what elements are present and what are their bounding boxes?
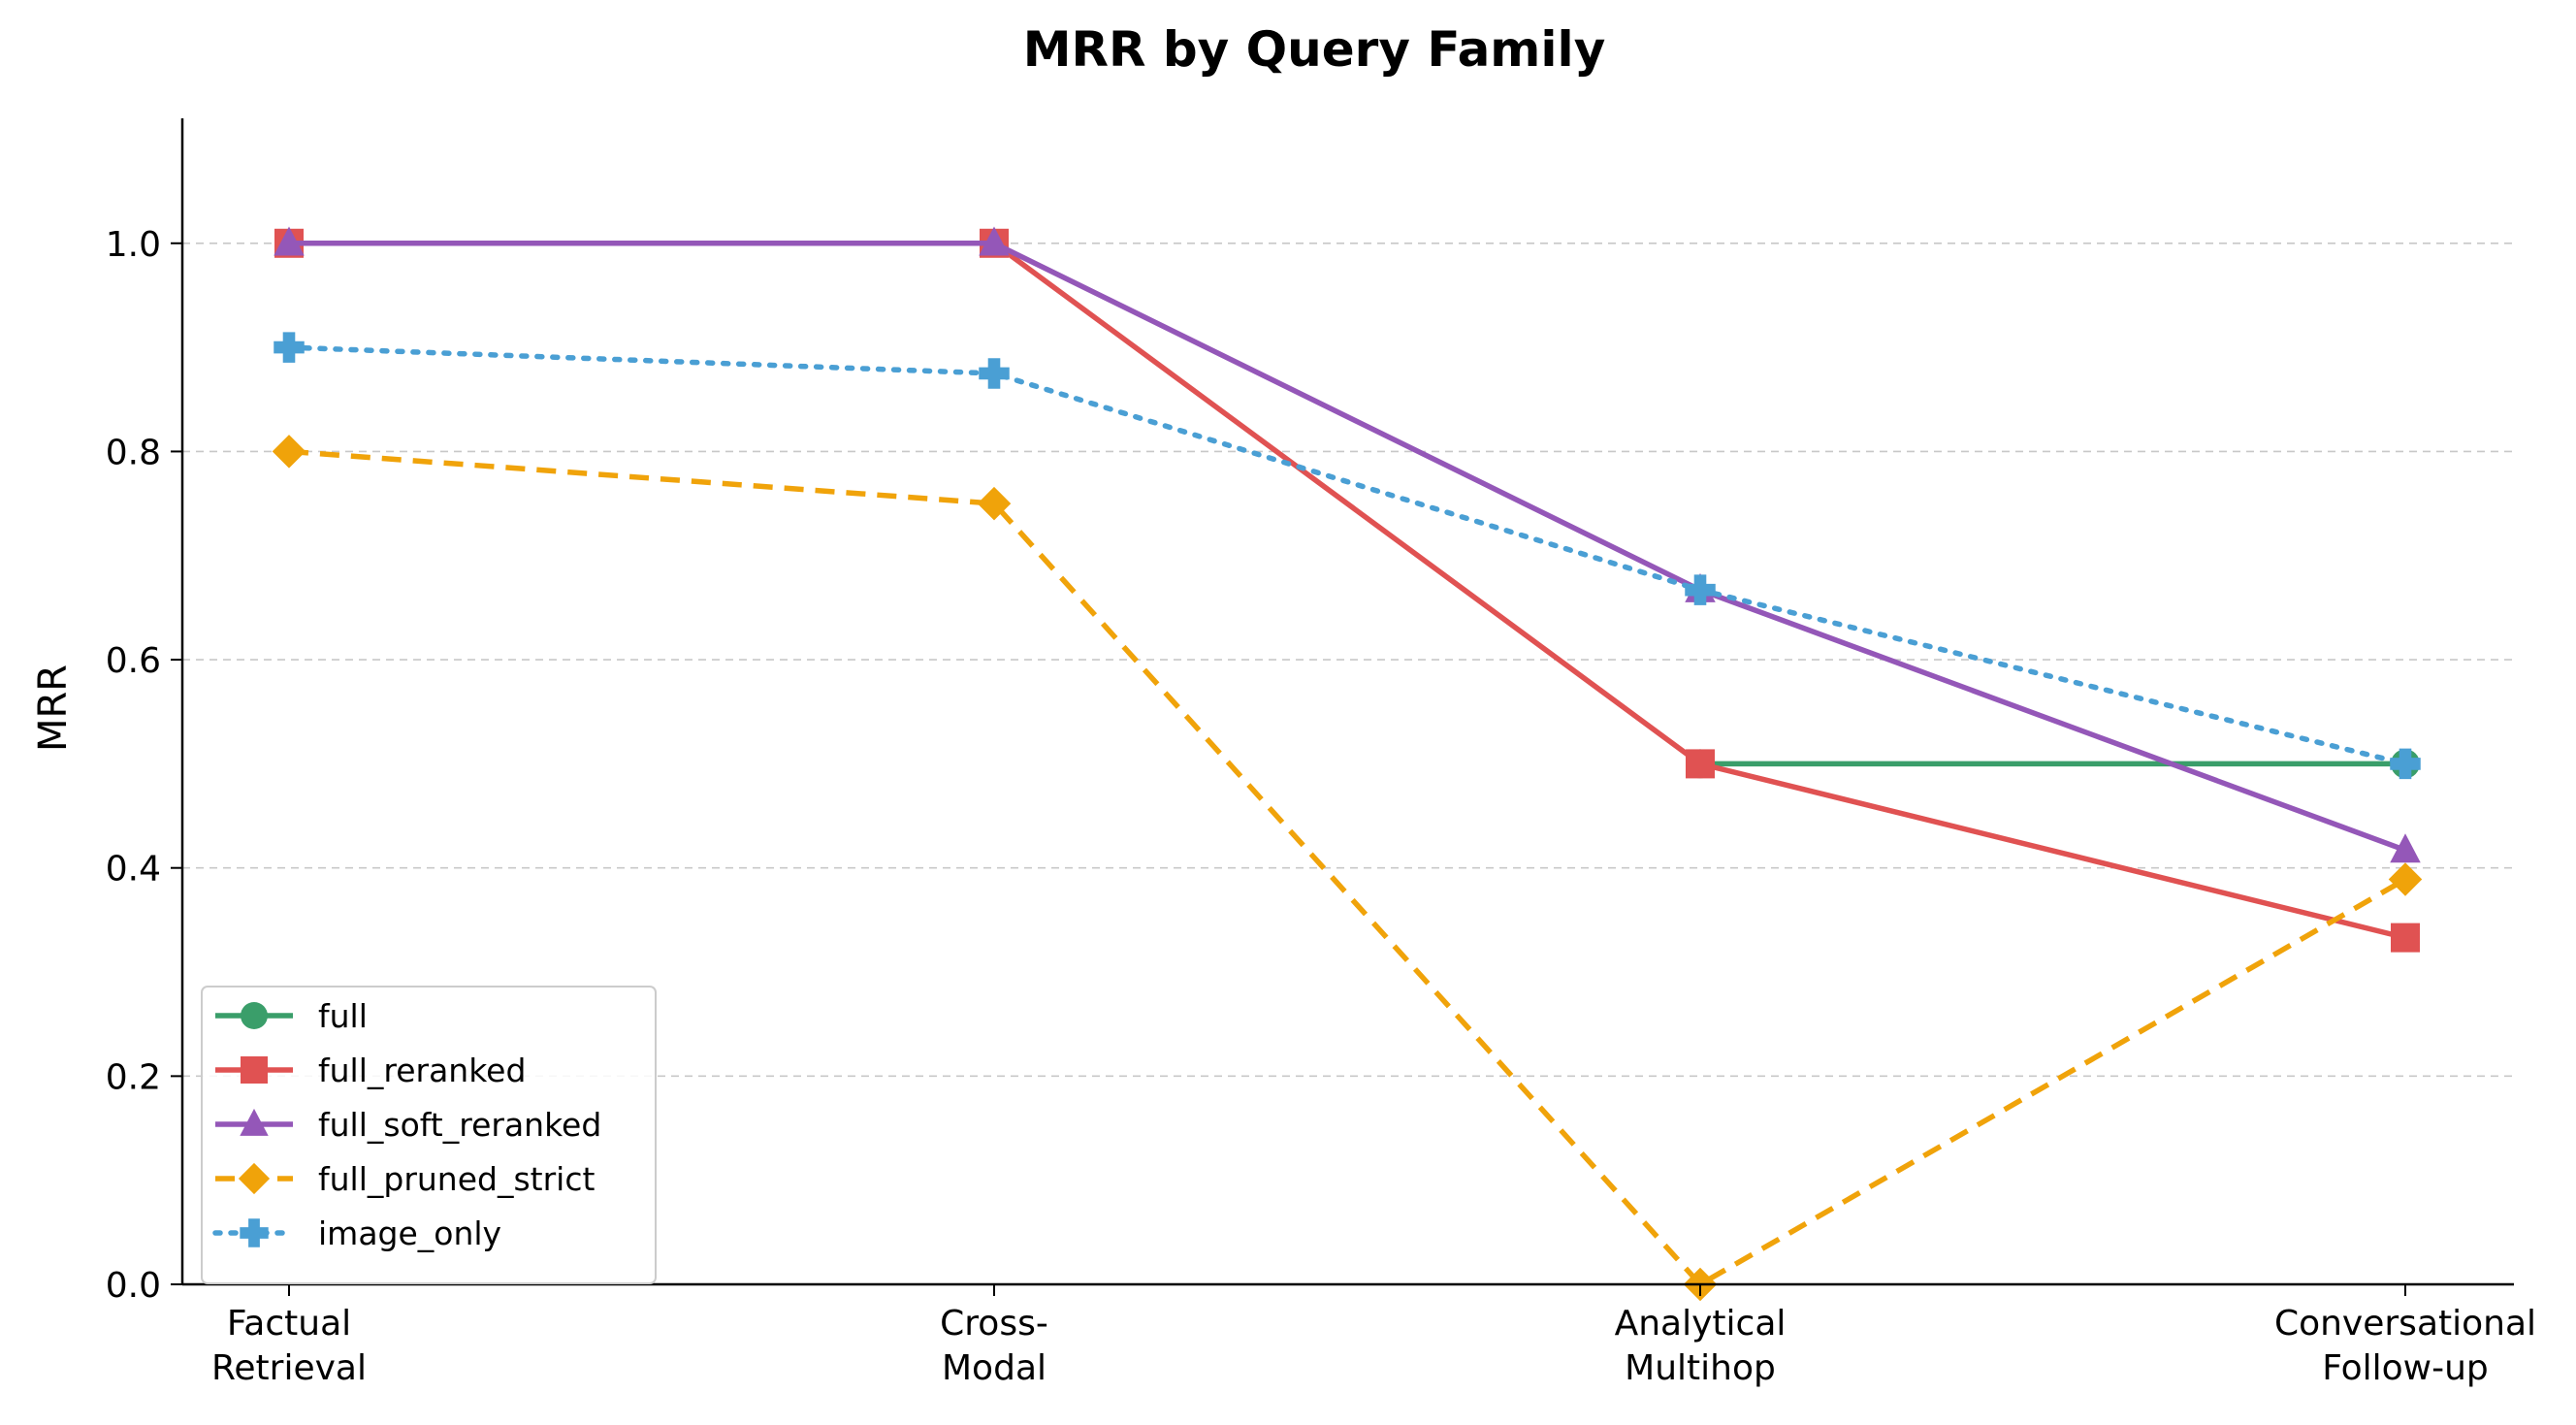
x-tick-label: Cross-Modal [940, 1304, 1048, 1388]
legend-item-full_soft_reranked: full_soft_reranked [215, 1106, 601, 1144]
series-layer [272, 226, 2423, 1302]
data-point [272, 435, 306, 469]
data-point [274, 332, 305, 363]
legend-label: full [318, 997, 368, 1035]
legend-label: full_pruned_strict [318, 1160, 595, 1198]
y-axis-label: MRR [31, 664, 76, 752]
legend-item-full_pruned_strict: full_pruned_strict [215, 1160, 595, 1198]
y-tick-label: 0.0 [106, 1266, 161, 1306]
series-full_soft_reranked [274, 226, 2421, 863]
series-full_reranked [274, 228, 2420, 953]
legend-marker [238, 1162, 271, 1195]
y-tick-label: 0.8 [106, 433, 161, 472]
legend-label: full_soft_reranked [318, 1106, 601, 1144]
legend-marker [241, 1056, 268, 1084]
series-full_pruned_strict [272, 435, 2423, 1302]
legend-label: image_only [318, 1214, 501, 1252]
data-point [2390, 833, 2421, 863]
data-point [979, 226, 1010, 256]
x-tick-label: Factual Retrieval [211, 1304, 367, 1388]
series-line [289, 241, 2406, 941]
data-point [1685, 574, 1716, 605]
series-line [286, 344, 2408, 767]
y-tick-label: 0.4 [106, 850, 161, 890]
legend-item-full: full [215, 997, 368, 1035]
y-tick-label: 1.0 [106, 225, 161, 265]
legend-box [201, 986, 657, 1284]
legend-label: full_reranked [318, 1052, 526, 1089]
data-point [2390, 748, 2421, 780]
legend-marker [240, 1218, 269, 1247]
series-line [289, 241, 2406, 854]
legend-marker [241, 1002, 268, 1029]
data-point [977, 486, 1012, 521]
y-tick-label: 0.6 [106, 641, 161, 681]
x-tick-label: Conversational Follow-up [2274, 1304, 2536, 1388]
legend-marker [240, 1108, 269, 1136]
legend-item-full_reranked: full_reranked [215, 1052, 526, 1089]
legend-item-image_only: image_only [212, 1214, 501, 1252]
series-line [288, 448, 2407, 1287]
y-tick-label: 0.2 [106, 1057, 161, 1097]
data-point [2388, 862, 2423, 896]
chart-title: MRR by Query Family [1023, 21, 1606, 78]
gridlines [182, 242, 2514, 1078]
x-tick-label: Analytical Multihop [1615, 1304, 1787, 1388]
data-point [274, 226, 305, 256]
series-image_only [274, 332, 2421, 780]
legend[interactable]: full full_reranked full_soft_reranked full_… [201, 986, 657, 1284]
data-point [1686, 749, 1715, 779]
data-point [2391, 923, 2420, 953]
series-full [1686, 749, 2420, 779]
tick-labels: 0.0 0.2 0.4 0.6 0.8 1.0 Factual Retrieval Cross-… [106, 225, 2536, 1388]
data-point [979, 358, 1010, 389]
